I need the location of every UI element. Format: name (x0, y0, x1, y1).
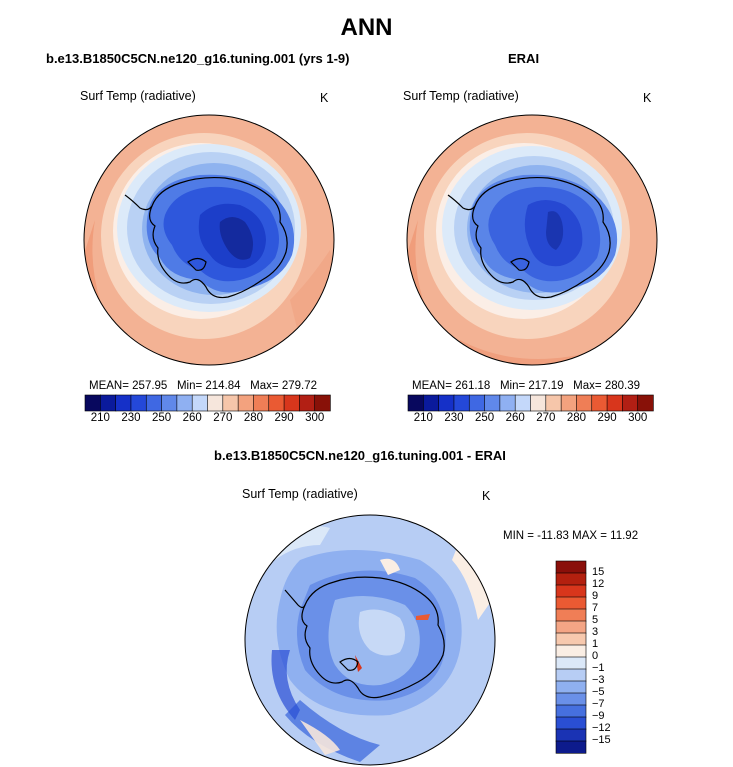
panel-1-variable-label: Surf Temp (radiative) (80, 89, 196, 103)
panel-1-field (84, 115, 334, 365)
panel-1-stats: MEAN= 257.95 Min= 214.84 Max= 279.72 (89, 380, 318, 392)
colorbar-level-label: −7 (592, 698, 605, 710)
colorbar-segment (555, 596, 587, 610)
colorbar-tick-label: 230 (121, 412, 141, 424)
colorbar-level-label: −15 (592, 734, 611, 746)
colorbar-tick-label: 300 (628, 412, 648, 424)
colorbar-segment (637, 394, 654, 412)
colorbar-segment (555, 656, 587, 670)
panel-2-title: ERAI (508, 51, 540, 66)
colorbar-tick-label: 230 (444, 412, 464, 424)
colorbar-level-label: −1 (592, 662, 605, 674)
panel-1-max: 279.72 (281, 380, 318, 392)
colorbar-tick-label: 280 (243, 412, 264, 424)
colorbar-segment (555, 620, 587, 634)
colorbar-segment (555, 692, 587, 706)
colorbar-tick-label: 290 (597, 412, 617, 424)
panel-1-colorbar (84, 394, 331, 412)
panel-3-field (245, 515, 495, 765)
panel-1-mean: 257.95 (132, 380, 168, 392)
colorbar-segment (555, 644, 587, 658)
colorbar-level-label: −9 (592, 710, 605, 722)
colorbar-level-label: 1 (592, 638, 599, 650)
colorbar-level-label: 9 (592, 590, 599, 602)
panel-2-min: 217.19 (528, 380, 564, 392)
colorbar-segment (555, 608, 587, 622)
colorbar-level-label: −5 (592, 686, 605, 698)
colorbar-segment (314, 394, 331, 412)
panel-3-title: b.e13.B1850C5CN.ne120_g16.tuning.001 - E… (214, 448, 506, 463)
panel-2-mean: 261.18 (455, 380, 491, 392)
colorbar-segment (555, 716, 587, 730)
colorbar-level-label: 15 (592, 566, 605, 578)
panel-3-units-label: K (482, 489, 491, 503)
colorbar-segment (555, 584, 587, 598)
colorbar-tick-label: 280 (566, 412, 587, 424)
panel-1-map-border (83, 114, 335, 366)
panel-3-map-border (244, 514, 496, 766)
colorbar-segment (555, 740, 587, 754)
colorbar-tick-label: 270 (536, 412, 556, 424)
panel-2-stats: MEAN= 261.18 Min= 217.19 Max= 280.39 (412, 380, 641, 392)
colorbar-level-label: 5 (592, 614, 599, 626)
panel-1-colorbar-ticks: 210 230 250 260 270 280 290 300 (85, 412, 330, 428)
colorbar-segment (555, 560, 587, 574)
colorbar-tick-label: 250 (151, 412, 172, 424)
panel-2-variable-label: Surf Temp (radiative) (403, 89, 519, 103)
colorbar-segment (555, 668, 587, 682)
colorbar-level-label: −12 (592, 722, 611, 734)
colorbar-segment (555, 572, 587, 586)
colorbar-segment (555, 680, 587, 694)
colorbar-tick-label: 270 (213, 412, 233, 424)
panel-1-title: b.e13.B1850C5CN.ne120_g16.tuning.001 (yr… (46, 51, 350, 66)
colorbar-level-label: 7 (592, 602, 599, 614)
colorbar-tick-label: 210 (413, 412, 433, 424)
panel-3-coastline (301, 576, 445, 699)
colorbar-level-label: 3 (592, 626, 599, 638)
colorbar-segment (555, 728, 587, 742)
panel-3-stats: MIN = -11.83 MAX = 11.92 (503, 530, 639, 542)
panel-3-colorbar (555, 560, 587, 754)
figure-title: ANN (340, 14, 393, 41)
panel-1-units-label: K (320, 91, 329, 105)
colorbar-tick-label: 260 (505, 412, 525, 424)
colorbar-tick-label: 260 (182, 412, 202, 424)
panel-2-max: 280.39 (604, 380, 641, 392)
colorbar-tick-label: 300 (305, 412, 325, 424)
colorbar-level-label: 0 (592, 650, 599, 662)
panel-1-coastline (149, 176, 288, 299)
colorbar-tick-label: 210 (90, 412, 110, 424)
colorbar-tick-label: 250 (474, 412, 495, 424)
panel-3-colorbar-ticks: 15 12 9 7 5 3 1 0 −1 −3 −5 −7 −9 −12 −15 (592, 561, 642, 753)
colorbar-segment (555, 632, 587, 646)
panel-1-min: 214.84 (205, 380, 241, 392)
panel-2-colorbar-ticks: 210 230 250 260 270 280 290 300 (408, 412, 653, 428)
colorbar-level-label: −3 (592, 674, 605, 686)
panel-2-map-border (406, 114, 658, 366)
panel-2-coastline (472, 176, 611, 299)
panel-3-variable-label: Surf Temp (radiative) (242, 487, 358, 501)
colorbar-segment (555, 704, 587, 718)
colorbar-tick-label: 290 (274, 412, 294, 424)
panel-2-units-label: K (643, 91, 652, 105)
panel-2-colorbar (407, 394, 654, 412)
colorbar-level-label: 12 (592, 578, 605, 590)
panel-2-field (407, 115, 657, 365)
